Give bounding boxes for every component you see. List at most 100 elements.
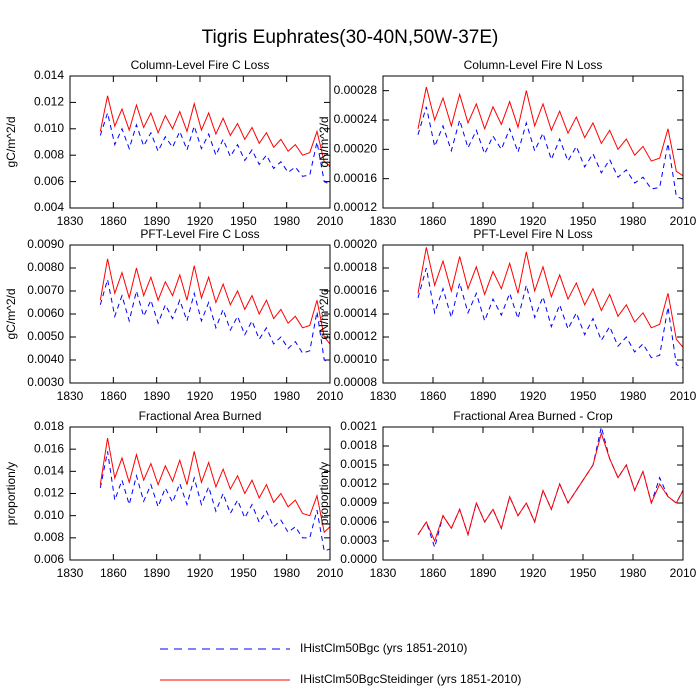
x-tick-label: 1830 — [370, 389, 397, 403]
x-tick-label: 1830 — [57, 389, 84, 403]
y-tick-label: 0.006 — [34, 174, 64, 188]
y-tick-label: 0.00028 — [334, 83, 378, 97]
plot-frame — [69, 426, 331, 561]
y-tick-label: 0.00014 — [334, 306, 378, 320]
y-tick-label: 0.0030 — [27, 375, 64, 389]
panel-title: PFT-Level Fire N Loss — [473, 227, 592, 241]
series-line — [99, 111, 331, 185]
y-tick-label: 0.012 — [34, 95, 64, 109]
y-tick-label: 0.0070 — [27, 283, 64, 297]
x-tick-label: 1950 — [230, 389, 257, 403]
y-tick-label: 0.010 — [34, 508, 64, 522]
x-tick-label: 2010 — [670, 389, 697, 403]
y-tick-label: 0.0018 — [340, 438, 377, 452]
x-tick-label: 1950 — [230, 214, 257, 228]
x-tick-label: 1830 — [370, 566, 397, 580]
x-tick-label: 2010 — [317, 214, 344, 228]
plot-frame — [69, 244, 331, 384]
x-tick-label: 1980 — [273, 214, 300, 228]
y-tick-label: 0.0080 — [27, 260, 64, 274]
x-tick-label: 1920 — [520, 566, 547, 580]
panel-title: Fractional Area Burned - Crop — [453, 409, 613, 423]
series-line — [417, 267, 684, 369]
y-tick-label: 0.0000 — [340, 552, 377, 566]
x-tick-label: 1920 — [187, 566, 214, 580]
y-tick-label: 0.00010 — [334, 352, 378, 366]
x-tick-label: 1980 — [620, 389, 647, 403]
x-tick-label: 1890 — [470, 214, 497, 228]
panel-title: Fractional Area Burned — [139, 409, 262, 423]
y-axis-label: proportion/y — [4, 462, 18, 525]
x-tick-label: 1980 — [273, 566, 300, 580]
x-tick-label: 1920 — [520, 389, 547, 403]
series-line — [417, 431, 684, 543]
x-tick-label: 2010 — [670, 566, 697, 580]
series-line — [99, 451, 331, 552]
y-axis-label: gC/m^2/d — [4, 289, 18, 340]
y-tick-label: 0.00008 — [334, 375, 378, 389]
series-line — [99, 437, 331, 534]
y-tick-label: 0.00020 — [334, 237, 378, 251]
y-axis-label: proportion/y — [317, 462, 331, 525]
x-tick-label: 2010 — [670, 214, 697, 228]
x-tick-label: 1920 — [187, 214, 214, 228]
x-tick-label: 1920 — [520, 214, 547, 228]
y-tick-label: 0.00012 — [334, 329, 378, 343]
y-tick-label: 0.0009 — [340, 495, 377, 509]
y-tick-label: 0.006 — [34, 552, 64, 566]
figure-title: Tigris Euphrates(30-40N,50W-37E) — [202, 27, 499, 48]
y-tick-label: 0.0015 — [340, 457, 377, 471]
y-axis-label: gC/m^2/d — [4, 117, 18, 168]
x-tick-label: 1920 — [187, 389, 214, 403]
y-tick-label: 0.012 — [34, 486, 64, 500]
plot-frame — [382, 244, 684, 384]
x-tick-label: 1950 — [570, 214, 597, 228]
x-tick-label: 1980 — [273, 389, 300, 403]
y-axis-label: gN/m^2/d — [317, 289, 331, 340]
x-tick-label: 1860 — [420, 566, 447, 580]
x-tick-label: 1950 — [230, 566, 257, 580]
plot-frame — [382, 426, 684, 561]
y-tick-label: 0.008 — [34, 147, 64, 161]
legend-label: IHistClm50BgcSteidinger (yrs 1851-2010) — [300, 672, 521, 686]
x-tick-label: 1860 — [100, 389, 127, 403]
y-tick-label: 0.0090 — [27, 237, 64, 251]
y-tick-label: 0.0021 — [340, 419, 377, 433]
y-tick-label: 0.00024 — [334, 112, 378, 126]
y-tick-label: 0.018 — [34, 419, 64, 433]
x-tick-label: 1950 — [570, 566, 597, 580]
x-tick-label: 1890 — [470, 566, 497, 580]
x-tick-label: 1890 — [143, 214, 170, 228]
y-tick-label: 0.008 — [34, 530, 64, 544]
y-tick-label: 0.0012 — [340, 476, 377, 490]
x-tick-label: 1830 — [370, 214, 397, 228]
y-tick-label: 0.010 — [34, 121, 64, 135]
x-tick-label: 1860 — [420, 389, 447, 403]
y-tick-label: 0.00020 — [334, 142, 378, 156]
x-tick-label: 2010 — [317, 389, 344, 403]
y-tick-label: 0.0003 — [340, 533, 377, 547]
y-tick-label: 0.00018 — [334, 260, 378, 274]
series-line — [417, 86, 684, 177]
x-tick-label: 1890 — [470, 389, 497, 403]
x-tick-label: 1950 — [570, 389, 597, 403]
series-line — [99, 279, 331, 363]
y-tick-label: 0.0006 — [340, 514, 377, 528]
x-tick-label: 1980 — [620, 566, 647, 580]
x-tick-label: 1860 — [100, 214, 127, 228]
legend-label: IHistClm50Bgc (yrs 1851-2010) — [300, 641, 467, 655]
x-tick-label: 1830 — [57, 566, 84, 580]
series-line — [417, 247, 684, 348]
plot-frame — [69, 75, 331, 209]
y-tick-label: 0.014 — [34, 464, 64, 478]
x-tick-label: 1860 — [100, 566, 127, 580]
y-tick-label: 0.0040 — [27, 352, 64, 366]
x-tick-label: 1980 — [620, 214, 647, 228]
panel-title: Column-Level Fire C Loss — [131, 58, 270, 72]
x-tick-label: 1860 — [420, 214, 447, 228]
y-tick-label: 0.00012 — [334, 200, 378, 214]
x-tick-label: 1890 — [143, 389, 170, 403]
x-tick-label: 1890 — [143, 566, 170, 580]
